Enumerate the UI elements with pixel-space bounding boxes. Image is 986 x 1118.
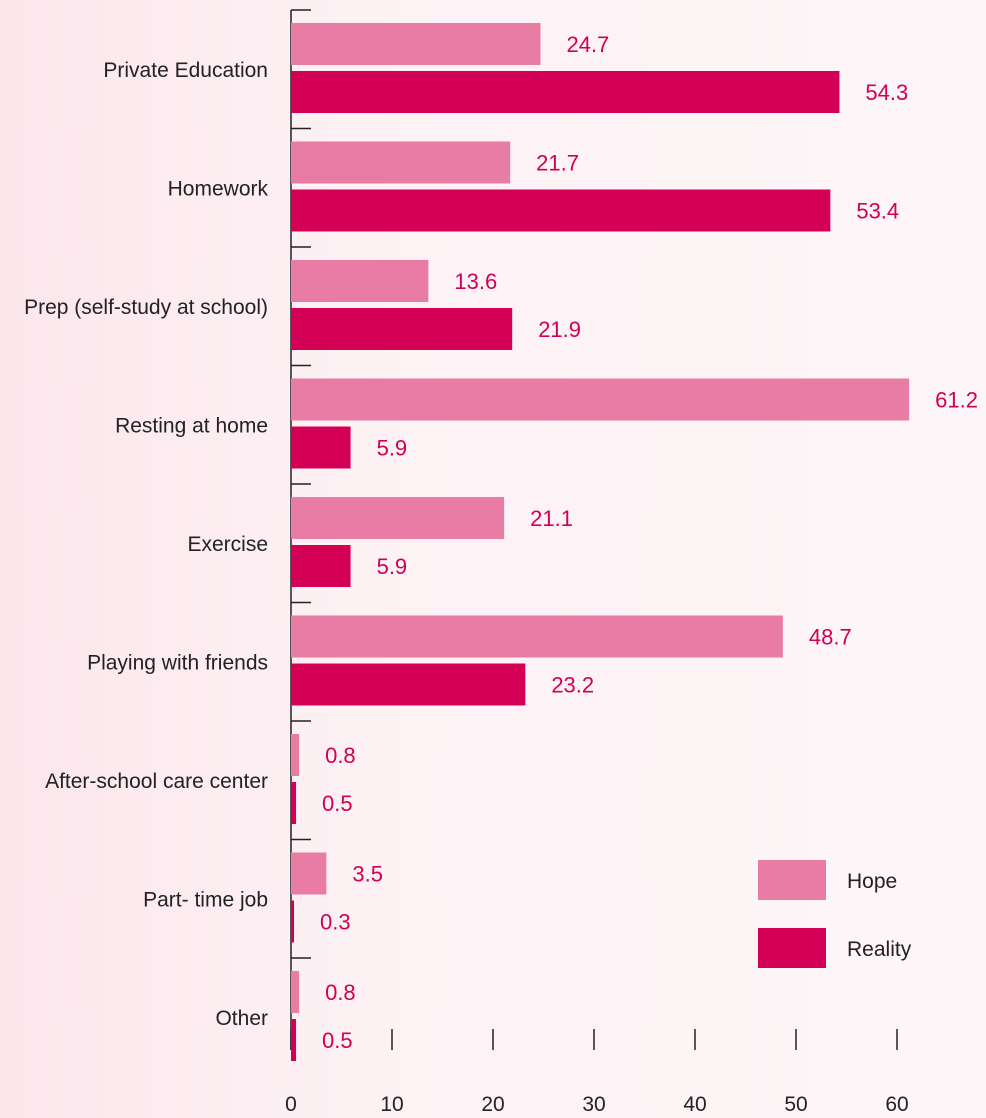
legend-swatch-reality	[758, 928, 826, 968]
bar-reality	[291, 900, 295, 943]
value-label: 0.8	[325, 980, 356, 1005]
value-label: 23.2	[551, 673, 594, 698]
bar-reality	[291, 308, 513, 350]
x-tick-label: 40	[683, 1093, 706, 1116]
x-tick-label: 50	[784, 1093, 807, 1116]
value-label: 21.7	[536, 151, 579, 176]
value-label: 21.9	[538, 317, 581, 342]
value-label: 13.6	[454, 269, 497, 294]
legend-label: Reality	[847, 938, 912, 961]
bar-hope	[291, 378, 910, 421]
value-label: 61.2	[935, 388, 978, 413]
category-label: Playing with friends	[87, 652, 268, 675]
value-label: 3.5	[352, 862, 383, 887]
bar-reality	[291, 782, 297, 824]
x-tick-label: 30	[582, 1093, 605, 1116]
bar-reality	[291, 1019, 297, 1061]
bar-hope	[291, 141, 511, 184]
value-label: 0.5	[322, 791, 353, 816]
x-tick-label: 20	[481, 1093, 504, 1116]
value-label: 0.3	[320, 910, 351, 935]
bar-reality	[291, 426, 351, 469]
x-tick-label: 10	[380, 1093, 403, 1116]
legend-swatch-hope	[758, 860, 826, 900]
bar-reality	[291, 71, 840, 113]
value-label: 54.3	[865, 80, 908, 105]
bar-hope	[291, 852, 327, 895]
x-tick-label: 60	[885, 1093, 908, 1116]
legend-label: Hope	[847, 870, 897, 893]
bar-reality	[291, 663, 526, 706]
bar-hope	[291, 971, 300, 1013]
category-label: Exercise	[187, 533, 268, 556]
bar-hope	[291, 260, 429, 302]
category-label: Part- time job	[143, 889, 268, 912]
bar-hope	[291, 23, 541, 65]
bar-reality	[291, 189, 831, 232]
value-label: 0.8	[325, 743, 356, 768]
category-label: After-school care center	[45, 770, 268, 793]
bar-hope	[291, 497, 505, 539]
value-label: 48.7	[809, 625, 852, 650]
value-label: 21.1	[530, 506, 573, 531]
value-label: 0.5	[322, 1028, 353, 1053]
category-label: Homework	[168, 178, 269, 201]
category-label: Prep (self-study at school)	[24, 296, 268, 319]
value-label: 5.9	[377, 554, 408, 579]
category-label: Resting at home	[115, 415, 268, 438]
bar-reality	[291, 545, 351, 587]
x-tick-label: 0	[285, 1093, 297, 1116]
category-label: Other	[215, 1007, 268, 1030]
category-label: Private Education	[103, 59, 268, 82]
bar-hope	[291, 734, 300, 776]
bar-hope	[291, 615, 783, 658]
value-label: 5.9	[377, 436, 408, 461]
value-label: 24.7	[566, 32, 609, 57]
value-label: 53.4	[856, 199, 899, 224]
